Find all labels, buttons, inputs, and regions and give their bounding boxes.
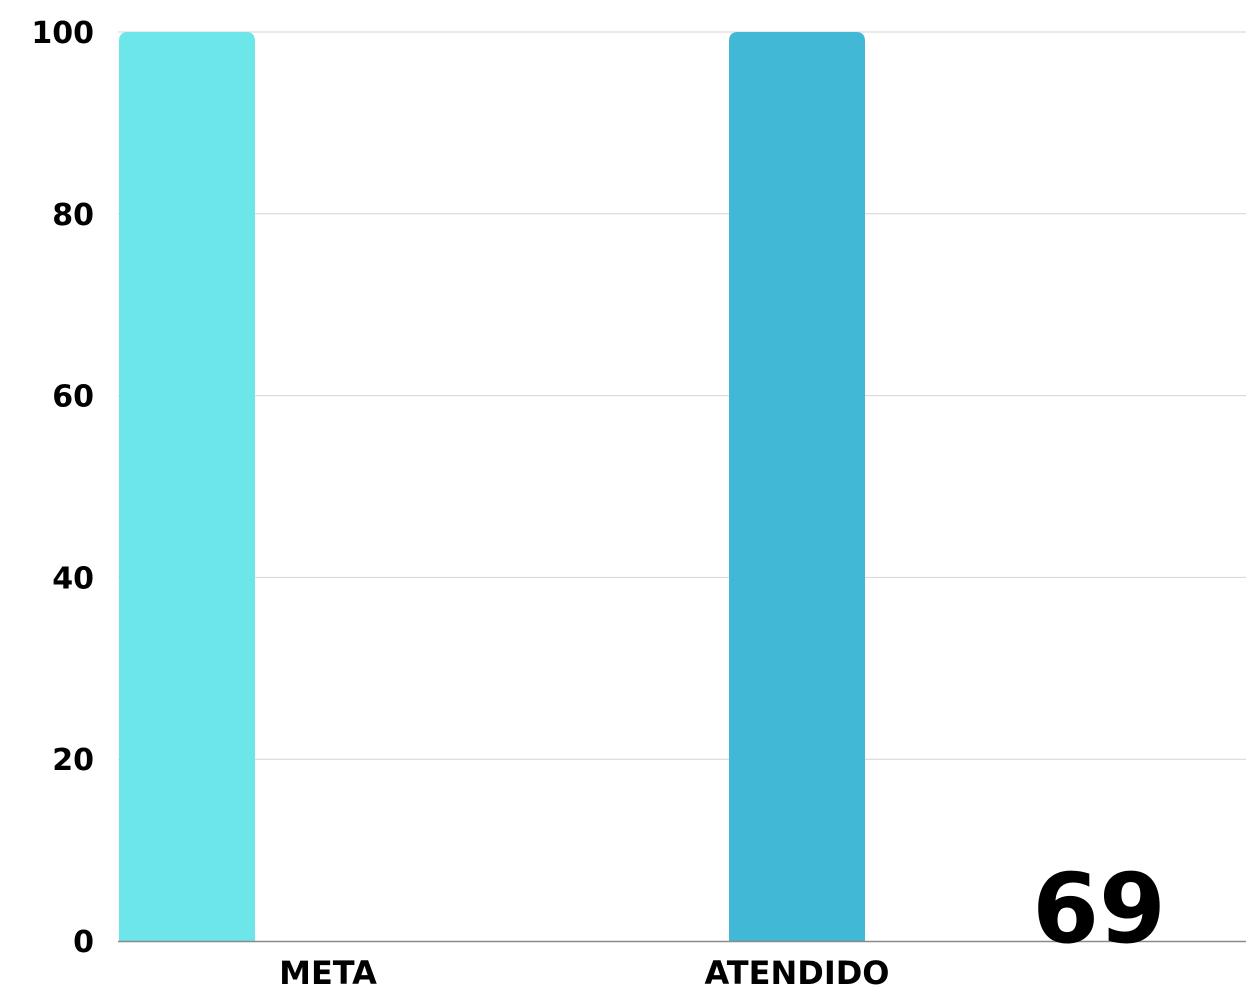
y-tick-label: 80 (52, 198, 94, 233)
gridlines (118, 31, 1246, 760)
bar-atendido (729, 32, 865, 941)
bars (119, 32, 865, 941)
annotation-value: 69 (1032, 853, 1166, 965)
x-axis-category-labels: META ATENDIDO (279, 954, 889, 986)
x-category-label-atendido: ATENDIDO (705, 954, 890, 986)
y-tick-label: 40 (52, 561, 94, 596)
y-tick-label: 0 (73, 925, 94, 960)
y-axis-tick-labels: 0 20 40 60 80 100 (31, 16, 94, 960)
bar-meta (119, 32, 255, 941)
y-tick-label: 100 (31, 16, 94, 51)
x-category-label-meta: META (279, 954, 377, 986)
y-tick-label: 60 (52, 380, 94, 415)
y-tick-label: 20 (52, 743, 94, 778)
